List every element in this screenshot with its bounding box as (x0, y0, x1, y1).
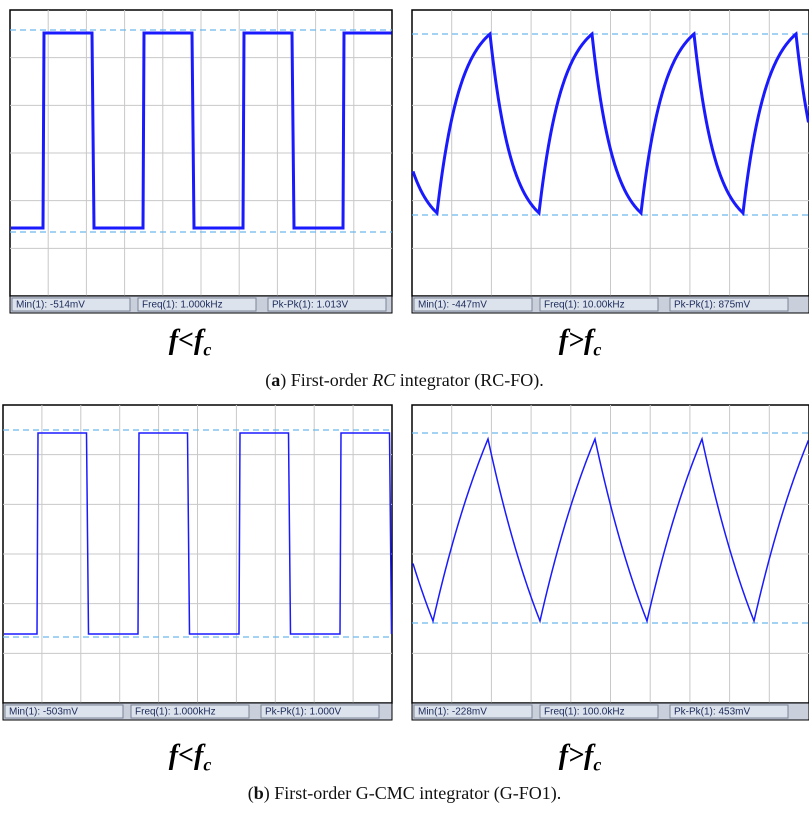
condition-sub: c (203, 755, 211, 775)
status-text: Freq(1): 100.0kHz (544, 707, 625, 718)
condition-ref: f (584, 740, 593, 771)
condition-ref: f (584, 325, 593, 356)
caption-part: b (254, 783, 264, 803)
caption-part: a (271, 370, 280, 390)
status-text: Freq(1): 1.000kHz (142, 300, 223, 311)
status-text: Min(1): -503mV (9, 707, 78, 718)
condition-sub: c (593, 755, 601, 775)
status-text: Freq(1): 10.00kHz (544, 300, 625, 311)
figure: Min(1): -514mV Freq(1): 1.000kHz Pk-Pk(1):… (0, 0, 809, 813)
status-text: Min(1): -514mV (16, 300, 85, 311)
caption-part: ) First-order G-CMC integrator (G-FO1). (264, 783, 561, 803)
condition-ref: f (194, 740, 203, 771)
condition-op: > (568, 740, 584, 771)
scope: Min(1): -447mV Freq(1): 10.00kHz Pk-Pk(1):… (412, 10, 809, 313)
condition-var: f (559, 325, 568, 356)
scope: Min(1): -228mV Freq(1): 100.0kHz Pk-Pk(1):… (412, 405, 809, 720)
condition-var: f (559, 740, 568, 771)
condition-var: f (169, 325, 178, 356)
scopes: Min(1): -514mV Freq(1): 1.000kHz Pk-Pk(1):… (0, 0, 809, 813)
condition-sub: c (203, 340, 211, 360)
condition-ref: f (194, 325, 203, 356)
status-text: Min(1): -447mV (418, 300, 487, 311)
scope: Min(1): -514mV Freq(1): 1.000kHz Pk-Pk(1):… (10, 10, 392, 313)
condition-op: > (568, 325, 584, 356)
scope: Min(1): -503mV Freq(1): 1.000kHz Pk-Pk(1):… (3, 405, 392, 720)
status-text: Freq(1): 1.000kHz (135, 707, 216, 718)
caption-part: ) First-order (280, 370, 372, 390)
condition: f<fc (169, 740, 212, 776)
caption-part: integrator (RC-FO). (395, 370, 543, 390)
status-text: Min(1): -228mV (418, 707, 487, 718)
condition: f>fc (559, 740, 602, 776)
caption: (a) First-order RC integrator (RC-FO). (0, 370, 809, 391)
condition: f>fc (559, 325, 602, 361)
condition: f<fc (169, 325, 212, 361)
status-text: Pk-Pk(1): 1.013V (272, 300, 348, 311)
status-text: Pk-Pk(1): 453mV (674, 707, 750, 718)
caption: (b) First-order G-CMC integrator (G-FO1)… (0, 783, 809, 804)
status-text: Pk-Pk(1): 875mV (674, 300, 750, 311)
status-text: Pk-Pk(1): 1.000V (265, 707, 341, 718)
caption-part: RC (372, 370, 395, 390)
condition-var: f (169, 740, 178, 771)
condition-op: < (178, 740, 194, 771)
condition-op: < (178, 325, 194, 356)
condition-sub: c (593, 340, 601, 360)
